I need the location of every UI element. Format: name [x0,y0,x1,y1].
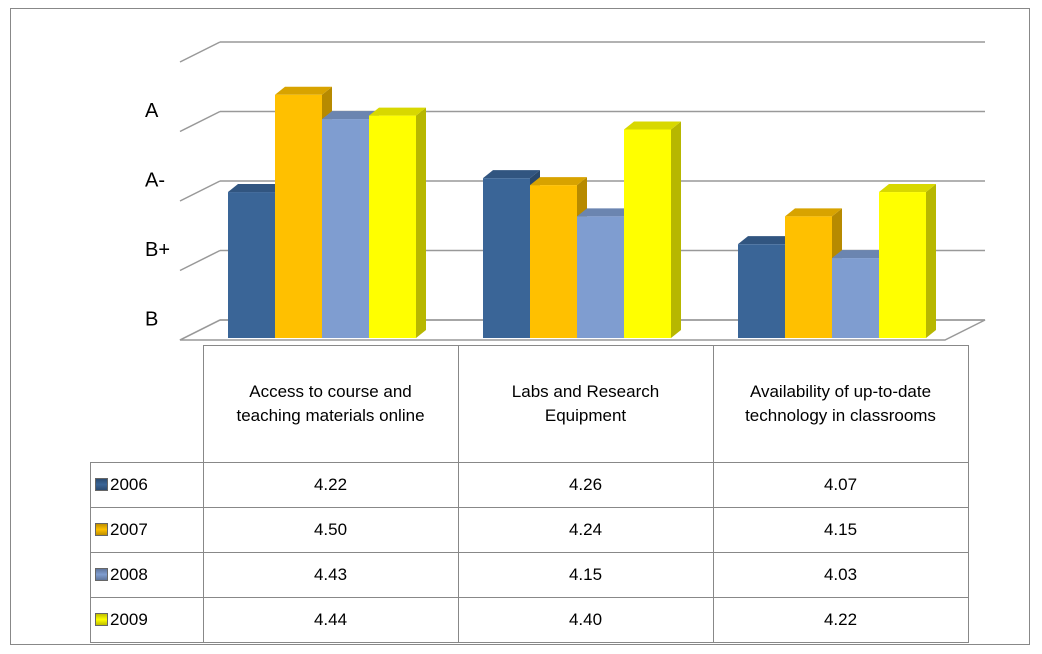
table-value: 4.22 [202,462,459,508]
bar-top [530,177,587,186]
bar [369,115,416,338]
bar-side [671,121,681,338]
table-value: 4.22 [712,597,969,643]
table-value: 4.24 [457,507,714,553]
bar [624,129,671,338]
bar-top [483,170,540,179]
bar-top [369,107,426,116]
legend-swatch [95,568,108,581]
bar-top [275,86,332,95]
bar [832,258,879,338]
bar [738,244,785,338]
bar [275,94,322,338]
y-tick-label: A- [145,169,165,191]
table-value: 4.15 [712,507,969,553]
bar-top [785,208,842,217]
grid-line [179,180,221,202]
bar-top [624,121,681,130]
bar [530,185,577,338]
bar [785,216,832,338]
table-value: 4.07 [712,462,969,508]
bar [322,119,369,338]
y-tick-label: A [145,100,159,122]
bar-top [577,208,634,217]
legend-entry: 2009 [90,597,204,643]
column-header: Labs and Research Equipment [457,345,714,463]
bar-top [228,184,285,193]
table-value: 4.40 [457,597,714,643]
bar-top [322,111,379,120]
grid-line [179,41,221,63]
bar [577,216,624,338]
y-tick-label: B+ [145,239,170,261]
legend-entry: 2006 [90,462,204,508]
bar [879,192,926,338]
data-table: Access to course and teaching materials … [90,345,969,643]
grid-line [179,249,221,272]
bar-top [879,184,936,193]
corner [91,346,204,463]
table-value: 4.50 [202,507,459,553]
bar-top [832,250,889,259]
chart-frame [10,8,1030,645]
table-value: 4.03 [712,552,969,598]
table-value: 4.43 [202,552,459,598]
legend-entry: 2008 [90,552,204,598]
legend-label: 2008 [110,565,148,584]
table-value: 4.15 [457,552,714,598]
legend-label: 2006 [110,475,148,494]
floor [179,319,986,341]
legend-swatch [95,613,108,626]
legend-swatch [95,478,108,491]
grid-line [179,110,221,133]
bar-top [738,236,795,245]
legend-label: 2009 [110,610,148,629]
bar [228,192,275,338]
legend-swatch [95,523,108,536]
bar [483,178,530,338]
y-tick-label: B [145,308,158,330]
legend-label: 2007 [110,520,148,539]
column-header: Access to course and teaching materials … [202,345,459,463]
table-value: 4.44 [202,597,459,643]
column-header: Availability of up-to-date technology in… [712,345,969,463]
bar-side [926,184,936,338]
table-value: 4.26 [457,462,714,508]
legend-entry: 2007 [90,507,204,553]
bar-side [416,107,426,338]
